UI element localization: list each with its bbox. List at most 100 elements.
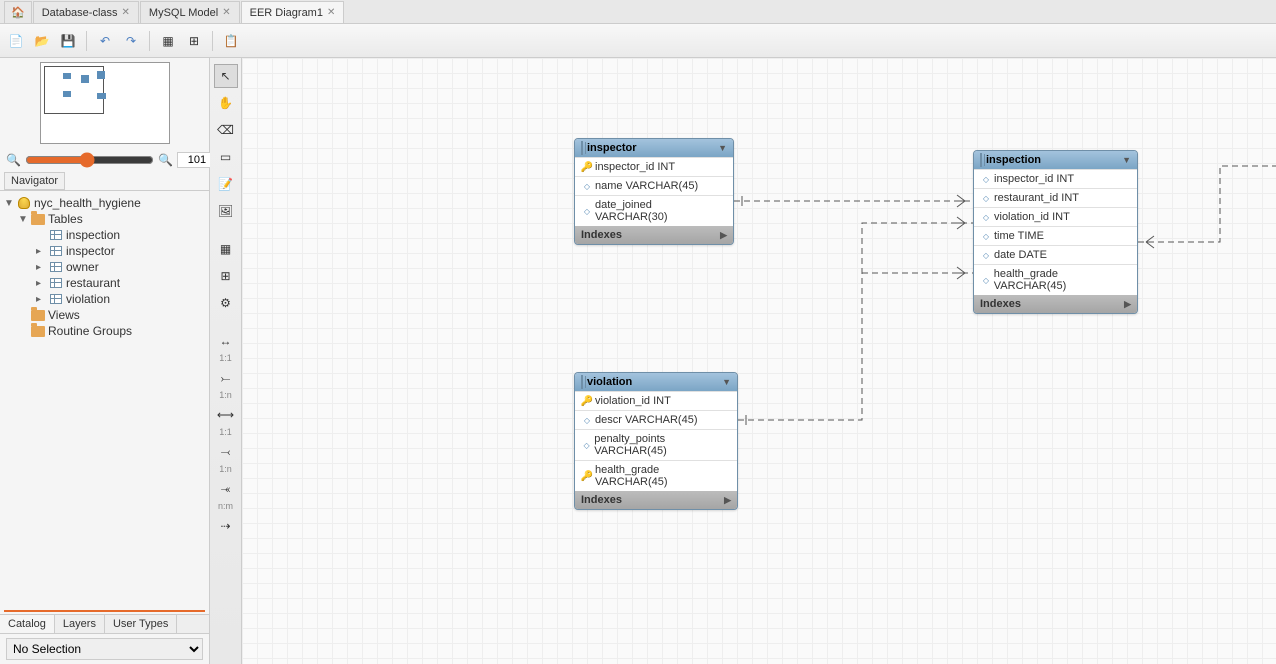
- expand-icon[interactable]: ▸: [36, 262, 48, 273]
- entity-indexes[interactable]: Indexes▶: [974, 295, 1137, 313]
- indexes-label: Indexes: [581, 494, 622, 506]
- tool-label: 1:n: [219, 465, 232, 474]
- rel-existing-tool[interactable]: ⇢: [214, 514, 238, 538]
- new-file-icon[interactable]: 📄: [6, 31, 26, 51]
- left-panel: 🔍 🔍 ▼ Navigator ▼ nyc_health_hygiene ▼ T…: [0, 58, 210, 664]
- note-tool[interactable]: 📝: [214, 172, 238, 196]
- collapse-icon[interactable]: ▼: [4, 198, 16, 209]
- tree-label: Tables: [48, 212, 83, 226]
- minimap-entity: [97, 71, 105, 79]
- tree-table-inspector[interactable]: ▸ inspector: [0, 243, 209, 259]
- layer-tool[interactable]: ▭: [214, 145, 238, 169]
- tab-label: EER Diagram1: [250, 7, 323, 19]
- tab-layers[interactable]: Layers: [55, 615, 105, 633]
- separator: [86, 31, 87, 51]
- entity-column: ◇restaurant_id INT: [974, 188, 1137, 207]
- open-file-icon[interactable]: 📂: [32, 31, 52, 51]
- tree-table-restaurant[interactable]: ▸restaurant: [0, 275, 209, 291]
- entity-header[interactable]: inspector▼: [575, 139, 733, 157]
- column-name: date DATE: [994, 249, 1047, 261]
- collapse-icon[interactable]: ▼: [722, 377, 731, 387]
- tree-table-inspection[interactable]: inspection: [0, 227, 209, 243]
- zoom-out-icon[interactable]: 🔍: [6, 153, 21, 167]
- tab-label: Database-class: [42, 7, 118, 19]
- expand-icon[interactable]: ▸: [36, 294, 48, 305]
- navigator-tab[interactable]: Navigator: [4, 172, 65, 190]
- table-tool[interactable]: ▦: [214, 237, 238, 261]
- tab-eer-diagram[interactable]: EER Diagram1 ✕: [241, 1, 345, 23]
- tree-routines[interactable]: Routine Groups: [0, 323, 209, 339]
- tool-label: 1:1: [219, 354, 232, 363]
- zoom-slider[interactable]: [25, 152, 154, 168]
- collapse-icon[interactable]: ▼: [718, 143, 727, 153]
- minimap-viewport: [44, 66, 104, 114]
- hand-tool[interactable]: ✋: [214, 91, 238, 115]
- eraser-tool[interactable]: ⌫: [214, 118, 238, 142]
- rel-1-n-tool[interactable]: ⤚: [214, 366, 238, 390]
- diagram-canvas[interactable]: inspector▼🔑inspector_id INT◇name VARCHAR…: [242, 58, 1276, 664]
- view-tool[interactable]: ⊞: [214, 264, 238, 288]
- close-icon[interactable]: ✕: [222, 7, 230, 18]
- entity-header[interactable]: inspection▼: [974, 151, 1137, 169]
- tree-label: inspector: [66, 244, 115, 258]
- expand-icon[interactable]: ▸: [36, 278, 48, 289]
- tab-mysql-model[interactable]: MySQL Model✕: [140, 1, 240, 23]
- tree-label: inspection: [66, 228, 120, 242]
- image-tool[interactable]: 🖼: [214, 199, 238, 223]
- tree-views[interactable]: Views: [0, 307, 209, 323]
- entity-indexes[interactable]: Indexes▶: [575, 226, 733, 244]
- tab-catalog[interactable]: Catalog: [0, 615, 55, 633]
- entity-column: ◇inspector_id INT: [974, 169, 1137, 188]
- rel-n-m-tool[interactable]: ⤛: [214, 477, 238, 501]
- column-icon: ◇: [980, 194, 992, 203]
- column-name: penalty_points VARCHAR(45): [594, 433, 731, 457]
- selection-dropdown[interactable]: No Selection: [6, 638, 203, 660]
- tree-tables[interactable]: ▼ Tables: [0, 211, 209, 227]
- selection-dropdown-row: No Selection: [0, 633, 209, 664]
- redo-icon[interactable]: ↷: [121, 31, 141, 51]
- diagram-tool-strip: ↖ ✋ ⌫ ▭ 📝 🖼 ▦ ⊞ ⚙ ↔ 1:1 ⤚ 1:n ⟷ 1:1 ⤙ 1:…: [210, 58, 242, 664]
- column-name: health_grade VARCHAR(45): [994, 268, 1131, 292]
- tree-database[interactable]: ▼ nyc_health_hygiene: [0, 195, 209, 211]
- collapse-icon[interactable]: ▼: [1122, 155, 1131, 165]
- minimap[interactable]: [40, 62, 170, 144]
- entity-inspector[interactable]: inspector▼🔑inspector_id INT◇name VARCHAR…: [574, 138, 734, 245]
- tree-table-owner[interactable]: ▸owner: [0, 259, 209, 275]
- tab-database-class[interactable]: Database-class ✕: [33, 1, 139, 23]
- pointer-tool[interactable]: ↖: [214, 64, 238, 88]
- close-icon[interactable]: ✕: [327, 7, 335, 18]
- entity-violation[interactable]: violation▼🔑violation_id INT◇descr VARCHA…: [574, 372, 738, 510]
- tree-label: nyc_health_hygiene: [34, 196, 141, 210]
- export-icon[interactable]: 📋: [221, 31, 241, 51]
- rel-1-1-tool[interactable]: ↔: [214, 329, 238, 353]
- save-icon[interactable]: 💾: [58, 31, 78, 51]
- column-name: descr VARCHAR(45): [595, 414, 698, 426]
- entity-name: violation: [587, 376, 632, 388]
- entity-indexes[interactable]: Indexes▶: [575, 491, 737, 509]
- rel-1-n-id-tool[interactable]: ⤙: [214, 440, 238, 464]
- undo-icon[interactable]: ↶: [95, 31, 115, 51]
- tree-table-violation[interactable]: ▸ violation: [0, 291, 209, 307]
- minimap-entity: [63, 91, 71, 97]
- entity-column: 🔑inspector_id INT: [575, 157, 733, 176]
- expand-icon[interactable]: ▸: [36, 246, 48, 257]
- entity-header[interactable]: violation ▼: [575, 373, 737, 391]
- tree-label: violation: [66, 292, 110, 306]
- tab-user-types[interactable]: User Types: [105, 615, 177, 633]
- column-name: restaurant_id INT: [994, 192, 1079, 204]
- minimap-entity: [63, 73, 71, 79]
- zoom-in-icon[interactable]: 🔍: [158, 153, 173, 167]
- entity-column: ◇date_joined VARCHAR(30): [575, 195, 733, 226]
- collapse-icon[interactable]: ▼: [18, 214, 30, 225]
- primary-key-icon: 🔑: [581, 396, 593, 407]
- expand-icon: ▶: [720, 230, 727, 241]
- align-icon[interactable]: ⊞: [184, 31, 204, 51]
- routine-tool[interactable]: ⚙: [214, 291, 238, 315]
- rel-1-1-id-tool[interactable]: ⟷: [214, 403, 238, 427]
- tab-home[interactable]: 🏠: [4, 1, 32, 23]
- entity-inspection[interactable]: inspection▼◇inspector_id INT◇restaurant_…: [973, 150, 1138, 314]
- column-name: inspector_id INT: [994, 173, 1074, 185]
- grid-icon[interactable]: ▦: [158, 31, 178, 51]
- tree-label: Routine Groups: [48, 324, 132, 338]
- close-icon[interactable]: ✕: [122, 7, 130, 18]
